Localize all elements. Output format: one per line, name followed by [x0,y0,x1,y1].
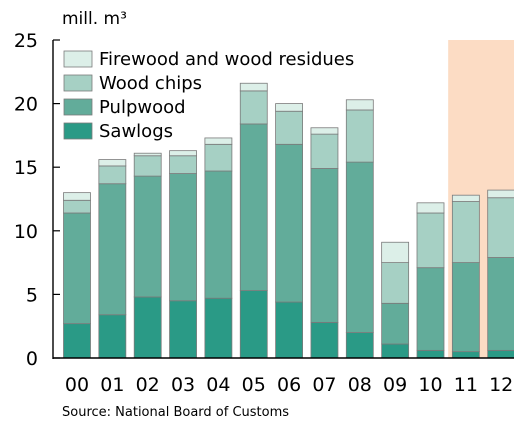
bar-wood-chips-07 [310,133,339,169]
x-tick-label-11: 11 [454,374,478,396]
bar-firewood-and-wood-residues-05 [239,82,268,92]
bar-wood-chips-09 [381,262,410,304]
bar-firewood-and-wood-residues-00 [63,192,91,201]
bar-sawlogs-11 [451,351,480,359]
bar-pulpwood-12 [487,257,514,351]
bar-pulpwood-04 [204,170,233,299]
legend-swatch-pulpwood [63,98,93,116]
y-tick-label-20: 20 [14,94,38,116]
bar-sawlogs-02 [133,296,162,359]
y-tick-label-25: 25 [14,30,38,52]
bar-pulpwood-07 [310,168,339,323]
legend-label-sawlogs: Sawlogs [99,121,173,142]
bar-pulpwood-00 [63,212,91,325]
bar-wood-chips-08 [345,109,374,163]
bar-pulpwood-02 [133,175,162,298]
bar-sawlogs-12 [487,349,514,359]
x-tick-label-06: 06 [277,374,301,396]
y-axis-ticks: 0 5 10 15 20 25 [14,30,60,370]
bar-sawlogs-10 [416,349,445,359]
x-tick-label-08: 08 [348,374,372,396]
bar-firewood-and-wood-residues-09 [381,241,410,264]
bar-firewood-and-wood-residues-01 [98,159,127,167]
bar-wood-chips-03 [169,155,197,174]
y-tick-label-5: 5 [26,284,38,306]
bar-pulpwood-10 [416,267,445,351]
bar-firewood-and-wood-residues-04 [204,137,233,145]
bar-wood-chips-11 [451,201,480,264]
bar-sawlogs-09 [381,343,410,359]
bar-pulpwood-01 [98,183,127,316]
bar-pulpwood-08 [345,161,374,333]
y-tick-label-15: 15 [14,157,38,179]
bar-sawlogs-08 [345,332,374,359]
bar-pulpwood-09 [381,302,410,345]
bar-firewood-and-wood-residues-08 [345,99,374,111]
y-tick-label-10: 10 [14,221,38,243]
legend: Firewood and wood residues Wood chips Pulp… [63,49,354,142]
bar-sawlogs-07 [310,321,339,359]
legend-label-wood-chips: Wood chips [99,73,202,94]
legend-swatch-firewood-and-wood-residues [63,50,93,68]
bar-wood-chips-05 [239,90,268,125]
y-tick-label-0: 0 [26,348,38,370]
legend-label-firewood-and-wood-residues: Firewood and wood residues [99,49,354,70]
x-tick-label-02: 02 [136,374,160,396]
x-tick-label-05: 05 [242,374,266,396]
unit-label: mill. m³ [62,9,127,29]
bar-sawlogs-04 [204,297,233,359]
x-tick-label-00: 00 [65,374,89,396]
x-tick-label-04: 04 [206,374,230,396]
legend-swatch-sawlogs [63,122,93,140]
bar-firewood-and-wood-residues-11 [451,194,480,202]
bar-firewood-and-wood-residues-12 [487,189,514,199]
bar-sawlogs-01 [98,314,127,359]
bar-wood-chips-01 [98,165,127,185]
bar-pulpwood-11 [451,262,480,353]
bar-wood-chips-12 [487,197,514,258]
axes [52,40,514,359]
bar-firewood-and-wood-residues-03 [169,150,197,157]
bar-wood-chips-10 [416,212,445,269]
source-note: Source: National Board of Customs [62,405,289,420]
bar-firewood-and-wood-residues-06 [275,103,304,112]
x-tick-label-07: 07 [312,374,336,396]
bar-pulpwood-03 [169,173,197,302]
bar-wood-chips-04 [204,143,233,172]
bar-wood-chips-06 [275,110,304,145]
legend-swatch-wood-chips [63,74,93,92]
x-tick-label-09: 09 [383,374,407,396]
bar-pulpwood-05 [239,123,268,291]
bar-sawlogs-05 [239,290,268,359]
bar-wood-chips-00 [63,199,91,214]
x-tick-label-03: 03 [171,374,195,396]
x-axis-ticks: 00 01 02 03 04 05 06 07 08 09 10 11 12 [65,374,513,396]
bar-wood-chips-02 [133,155,162,177]
legend-label-pulpwood: Pulpwood [99,97,186,118]
bar-firewood-and-wood-residues-10 [416,202,445,214]
bar-firewood-and-wood-residues-02 [133,152,162,157]
bar-sawlogs-03 [169,300,197,359]
bar-pulpwood-06 [275,143,304,303]
bar-sawlogs-00 [63,323,91,359]
x-tick-label-01: 01 [100,374,124,396]
bar-sawlogs-06 [275,301,304,359]
x-tick-label-12: 12 [489,374,513,396]
x-tick-label-10: 10 [418,374,442,396]
bar-firewood-and-wood-residues-07 [310,127,339,135]
bars [63,82,514,359]
